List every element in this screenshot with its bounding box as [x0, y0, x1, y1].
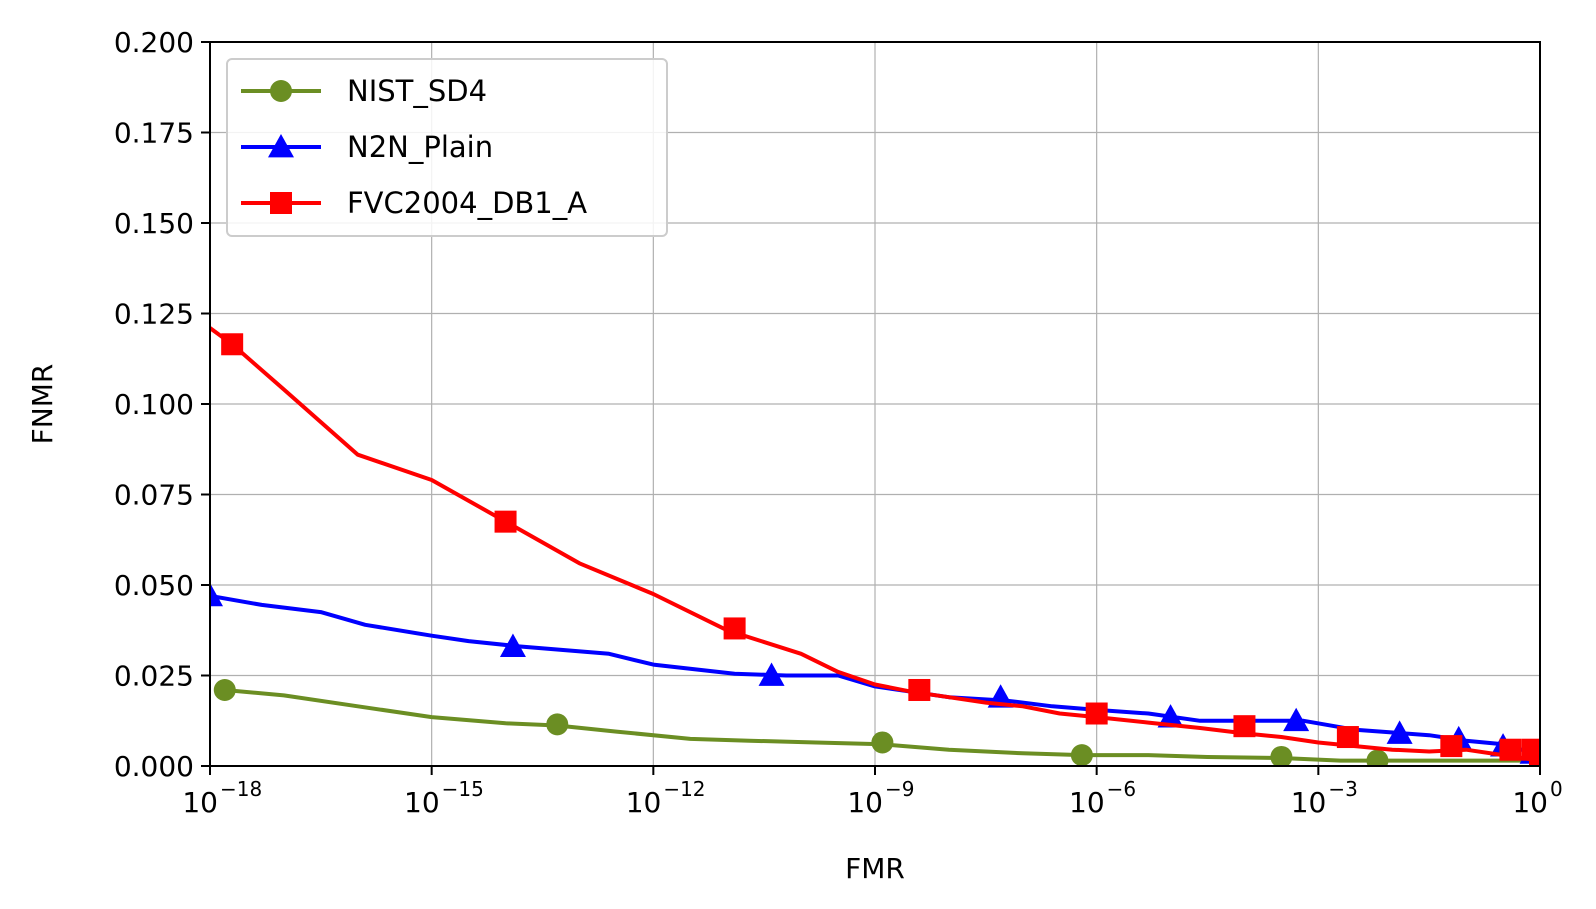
data-point	[1157, 704, 1184, 728]
x-tick-label: 10 −9	[847, 777, 914, 819]
x-tick-label: 10 −12	[626, 777, 706, 819]
x-tick-label-base: 10	[404, 786, 440, 819]
x-tick-label: 10 −15	[404, 777, 484, 819]
x-tick-label: 10 −18	[182, 777, 262, 819]
series-layer	[210, 326, 1540, 766]
series-line	[210, 326, 1540, 763]
x-tick-label-exponent: −18	[220, 777, 262, 801]
data-point	[494, 510, 517, 533]
data-point	[1499, 738, 1522, 761]
y-tick-label: 0.100	[114, 388, 194, 421]
data-point	[1085, 702, 1108, 725]
data-point	[499, 633, 526, 657]
x-tick-label-base: 10	[182, 786, 218, 819]
y-tick-label: 0.000	[114, 750, 194, 783]
x-tick-label: 10 0	[1512, 777, 1562, 819]
data-point	[1070, 744, 1093, 766]
y-tick-label: 0.200	[114, 26, 194, 59]
x-tick-label-base: 10	[1512, 786, 1548, 819]
y-tick-label: 0.150	[114, 207, 194, 240]
data-point	[908, 678, 931, 701]
x-tick-label-base: 10	[626, 786, 662, 819]
data-point	[723, 617, 746, 640]
data-point	[1233, 715, 1256, 738]
legend-marker	[268, 134, 294, 158]
legend-box	[226, 58, 668, 237]
x-axis-label: FMR	[845, 852, 905, 885]
x-tick-label: 10 −6	[1069, 777, 1136, 819]
y-tick-label: 0.050	[114, 569, 194, 602]
data-point	[213, 678, 236, 701]
x-tick-label-exponent: −12	[663, 777, 705, 801]
legend-label: FVC2004_DB1_A	[347, 186, 587, 220]
data-point	[1283, 707, 1310, 732]
data-point	[210, 582, 223, 607]
legend-item: FVC2004_DB1_A	[241, 186, 587, 220]
y-tick-label: 0.025	[114, 660, 194, 693]
legend-marker	[270, 192, 292, 214]
legend-label: NIST_SD4	[347, 74, 487, 108]
x-tick-label-base: 10	[847, 786, 883, 819]
series-FVC2004_DB1_A	[210, 326, 1540, 766]
y-axis-label: FNMR	[26, 364, 59, 445]
axis-ticks: 0.000 0.025 0.050 0.075 0.100 0.125 0.150 0.175…	[114, 26, 1563, 819]
legend-item: N2N_Plain	[241, 130, 493, 164]
data-point	[1529, 749, 1540, 766]
data-point	[1440, 735, 1463, 758]
data-point	[1366, 749, 1389, 766]
data-point	[1336, 726, 1359, 749]
y-tick-label: 0.075	[114, 479, 194, 512]
x-tick-label-exponent: −9	[885, 777, 914, 801]
x-tick-label-exponent: 0	[1550, 777, 1563, 801]
x-tick-label-exponent: −3	[1328, 777, 1357, 801]
x-tick-label-base: 10	[1291, 786, 1327, 819]
data-point	[871, 731, 894, 754]
legend-item: NIST_SD4	[241, 74, 487, 108]
data-point	[1386, 720, 1413, 744]
legend: NIST_SD4 N2N_Plain FVC2004_DB1_A	[226, 58, 668, 237]
x-tick-label-base: 10	[1069, 786, 1105, 819]
x-tick-label-exponent: −15	[442, 777, 484, 801]
legend-label: N2N_Plain	[347, 130, 493, 164]
data-point	[758, 662, 785, 686]
legend-marker	[270, 80, 292, 102]
y-tick-label: 0.175	[114, 117, 194, 150]
x-tick-label: 10 −3	[1291, 777, 1358, 819]
series-NIST_SD4	[213, 678, 1540, 766]
x-tick-label-exponent: −6	[1107, 777, 1136, 801]
data-point	[221, 333, 244, 356]
data-point	[546, 713, 569, 736]
data-point	[1270, 745, 1293, 766]
y-tick-label: 0.125	[114, 298, 194, 331]
